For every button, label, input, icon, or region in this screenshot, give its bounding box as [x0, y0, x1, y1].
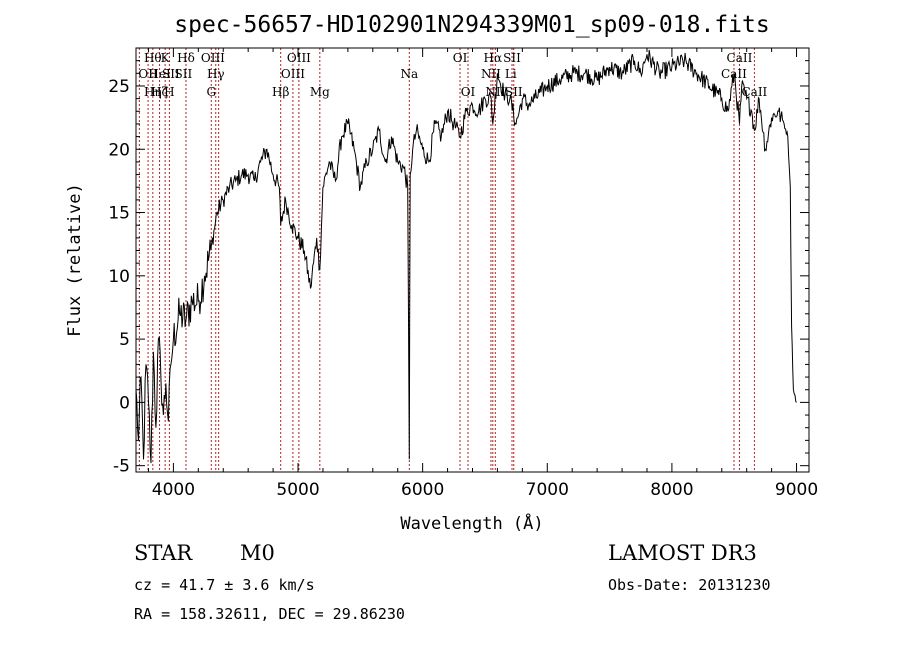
y-tick-label: -5: [113, 457, 130, 477]
line-label: OIII: [281, 67, 305, 81]
object-subclass: M0: [240, 541, 275, 565]
object-class: STAR: [134, 541, 193, 565]
line-label: Hα: [484, 51, 503, 65]
chart-title: spec-56657-HD102901N294339M01_sp09-018.f…: [174, 12, 769, 38]
line-label: SII: [505, 85, 523, 99]
line-label: Hδ: [177, 51, 195, 65]
y-tick-label: 20: [108, 140, 130, 160]
line-label: G: [206, 85, 216, 99]
line-label: OIII: [287, 51, 311, 65]
line-label: CaII: [727, 51, 753, 65]
line-label: OI: [453, 51, 468, 65]
line-label: OIII: [201, 51, 225, 65]
spectrum-line: [135, 49, 797, 464]
x-tick-label: 4000: [152, 480, 195, 500]
y-axis-label: Flux (relative): [65, 183, 85, 337]
y-tick-label: 5: [119, 330, 130, 350]
x-tick-label: 9000: [775, 480, 818, 500]
line-label: Li: [505, 67, 517, 81]
line-label: Na: [400, 67, 418, 81]
spectral-line-markers: [138, 48, 755, 472]
line-label: Hζ: [151, 85, 168, 99]
y-tick-label: 0: [119, 393, 130, 413]
line-label: SII: [175, 67, 193, 81]
line-label: Hβ: [272, 85, 289, 99]
survey-name: LAMOST DR3: [608, 541, 757, 565]
x-axis-label: Wavelength (Å): [400, 512, 543, 534]
x-tick-label: 6000: [401, 480, 444, 500]
plot-frame: [135, 47, 810, 473]
line-label: HeI: [148, 67, 171, 81]
x-tick-label: 5000: [276, 480, 319, 500]
line-label: Hγ: [207, 67, 225, 81]
line-label: NII: [481, 67, 501, 81]
line-label: OI: [461, 85, 476, 99]
line-label: K: [161, 51, 171, 65]
line-label: OII: [138, 67, 158, 81]
y-tick-label: 10: [108, 267, 130, 287]
x-tick-label: 7000: [526, 480, 569, 500]
x-tick-label: 8000: [650, 480, 693, 500]
line-label: Hη: [144, 85, 162, 99]
line-label: CaII: [741, 85, 767, 99]
coordinates: RA = 158.32611, DEC = 29.86230: [134, 605, 405, 623]
y-tick-label: 15: [108, 204, 130, 224]
line-label: SII: [162, 67, 180, 81]
y-tick-label: 25: [108, 77, 130, 97]
line-label: Mg: [310, 85, 330, 99]
line-label: H: [164, 85, 174, 99]
y-axis: -5 0 5 10 15 20 25: [108, 60, 809, 477]
line-label: SII: [503, 51, 521, 65]
x-axis: 4000 5000 6000 7000 8000 9000: [147, 48, 818, 500]
obs-date: Obs-Date: 20131230: [608, 576, 771, 594]
redshift-text: cz = 41.7 ± 3.6 km/s: [134, 576, 315, 594]
line-label: Hθ: [144, 51, 162, 65]
